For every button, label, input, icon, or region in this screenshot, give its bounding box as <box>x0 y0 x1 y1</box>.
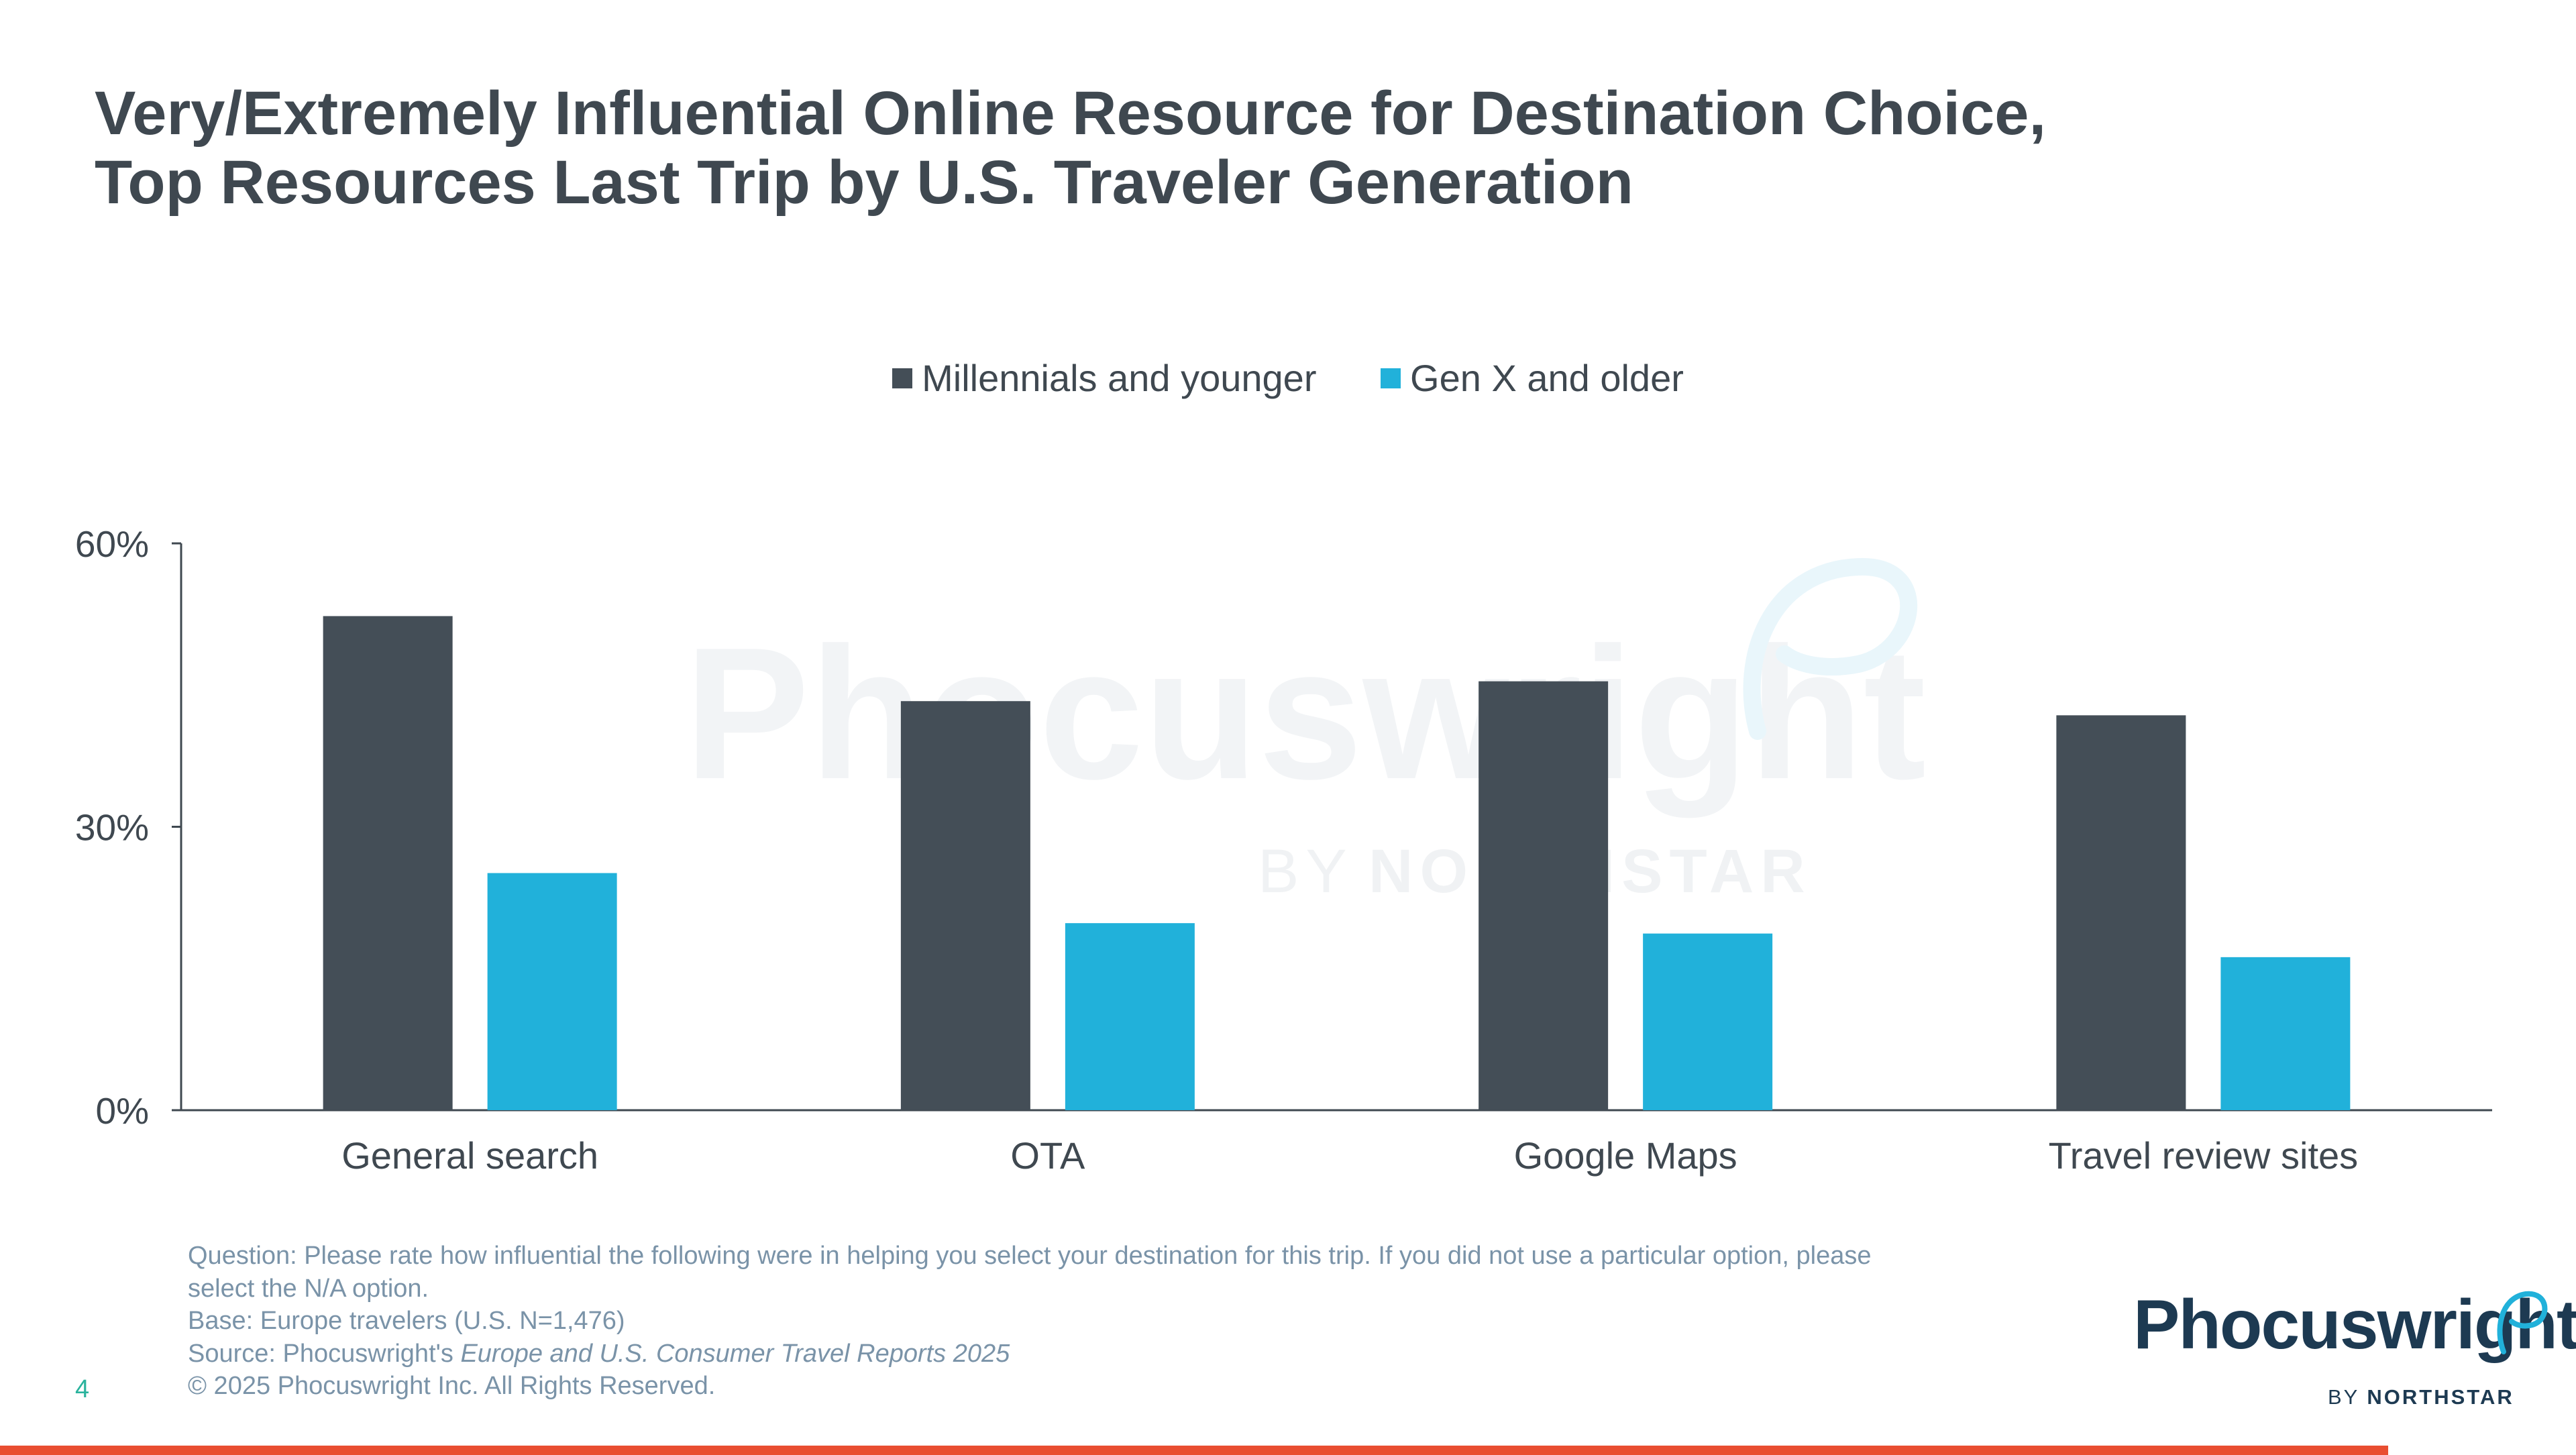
logo-by: BY <box>2328 1385 2359 1409</box>
title-line-2: Top Resources Last Trip by U.S. Traveler… <box>95 148 1633 217</box>
footnote: Question: Please rate how influential th… <box>188 1240 2100 1403</box>
chart-legend: Millennials and younger Gen X and older <box>0 349 2576 405</box>
y-tick-label: 30% <box>75 807 149 849</box>
bottom-accent-bar <box>0 1446 2388 1455</box>
x-tick-label: General search <box>341 1134 598 1177</box>
y-tick-labels: 0% 30% 60% <box>75 523 149 1132</box>
watermark-by: BY <box>1258 837 1354 906</box>
bar-millennials <box>900 701 1030 1110</box>
footnote-question-2: select the N/A option. <box>188 1274 429 1303</box>
bar-genx <box>1065 923 1195 1110</box>
x-tick-label: OTA <box>1010 1134 1085 1177</box>
bar-millennials <box>1479 681 1609 1110</box>
legend-swatch-millennials <box>892 368 913 388</box>
watermark: Phocuswright BY NORTHSTAR <box>684 557 1926 906</box>
x-tick-label: Google Maps <box>1514 1134 1737 1177</box>
bar-genx <box>2220 957 2351 1110</box>
x-tick-label: Travel review sites <box>2049 1134 2359 1177</box>
page-number: 4 <box>75 1375 90 1403</box>
logo-company: NORTHSTAR <box>2367 1385 2514 1409</box>
legend-label-millennials: Millennials and younger <box>922 357 1317 399</box>
x-tick-labels: General search OTA Google Maps Travel revie… <box>341 1134 2358 1177</box>
bar-genx <box>1643 933 1773 1110</box>
legend-item-genx: Gen X and older <box>1381 352 1684 405</box>
footnote-question-1: Question: Please rate how influential th… <box>188 1242 1872 1270</box>
chart-bars <box>323 616 2351 1110</box>
page-title: Very/Extremely Influential Online Resour… <box>95 79 2308 217</box>
phocuswright-logo: Phocuswright BY NORTHSTAR <box>2133 1285 2576 1412</box>
legend-swatch-genx <box>1381 368 1401 388</box>
logo-byline: BY NORTHSTAR <box>2328 1385 2514 1409</box>
footnote-source-prefix: Source: Phocuswright's <box>188 1339 461 1368</box>
bar-millennials <box>2056 715 2186 1110</box>
footnote-base: Base: Europe travelers (U.S. N=1,476) <box>188 1307 625 1335</box>
bar-millennials <box>323 616 453 1110</box>
title-line-1: Very/Extremely Influential Online Resour… <box>95 79 2047 148</box>
watermark-speech-icon <box>1743 557 1918 740</box>
watermark-brand: Phocuswright <box>684 609 1926 819</box>
legend-item-millennials: Millennials and younger <box>892 352 1316 405</box>
y-tick-label: 60% <box>75 523 149 565</box>
bar-genx <box>487 873 617 1110</box>
legend-label-genx: Gen X and older <box>1410 357 1684 399</box>
logo-speech-icon <box>2497 1291 2548 1354</box>
footnote-source: Source: Phocuswright's Europe and U.S. C… <box>188 1338 2100 1370</box>
y-tick-label: 0% <box>96 1090 150 1132</box>
footnote-copyright: © 2025 Phocuswright Inc. All Rights Rese… <box>188 1372 716 1400</box>
footnote-source-title: Europe and U.S. Consumer Travel Reports … <box>460 1339 1010 1368</box>
